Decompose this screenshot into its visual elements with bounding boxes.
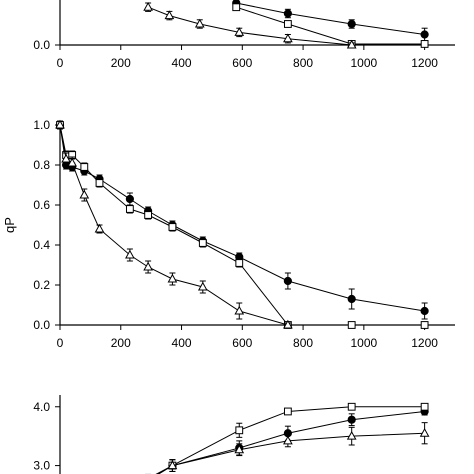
y-axis-label: qP (2, 217, 17, 233)
data-point-square (95, 179, 104, 187)
data-point-square (347, 321, 356, 329)
x-tick-label: 200 (111, 336, 131, 350)
x-tick-label: 400 (172, 336, 192, 350)
y-tick-label: 0.6 (33, 198, 50, 212)
data-point-square (420, 402, 429, 411)
y-tick-label: 0.4 (33, 238, 50, 252)
data-point-circle (283, 276, 292, 286)
data-point-triangle (94, 223, 105, 233)
data-point-square (232, 3, 241, 12)
data-point-square (420, 40, 429, 48)
data-point-triangle (125, 249, 135, 259)
data-point-triangle (283, 33, 293, 43)
data-point-square (144, 211, 153, 219)
data-point-circle (420, 306, 429, 316)
x-tick-label: 200 (111, 56, 131, 70)
data-point-square (420, 321, 429, 329)
y-tick-label: 0.0 (33, 38, 50, 52)
y-tick-label: 1.0 (33, 118, 50, 132)
data-point-square (283, 407, 292, 416)
data-point-triangle (79, 189, 90, 199)
x-tick-label: 600 (232, 336, 252, 350)
x-tick-label: 800 (293, 336, 313, 350)
data-point-circle (125, 194, 134, 204)
data-point-circle (347, 415, 356, 424)
data-point-triangle (143, 1, 153, 11)
data-point-triangle (234, 444, 245, 454)
series-circle-filled-line (59, 124, 425, 312)
data-point-triangle (346, 39, 357, 49)
series-triangle-open-line (147, 6, 352, 46)
x-tick-label: 0 (57, 336, 64, 350)
y-tick-label: 4.0 (33, 400, 50, 414)
y-tick-label: 0.8 (33, 158, 50, 172)
y-tick-label: 0.0 (33, 318, 50, 332)
data-point-triangle (234, 305, 245, 315)
data-point-triangle (234, 27, 245, 36)
data-point-square (125, 205, 134, 213)
data-point-square (347, 402, 356, 411)
data-point-circle (420, 30, 429, 39)
x-tick-label: 1200 (411, 56, 438, 70)
x-tick-label: 1000 (350, 56, 377, 70)
data-point-square (235, 426, 244, 435)
x-tick-label: 400 (172, 56, 192, 70)
x-tick-label: 1200 (411, 336, 438, 350)
data-point-square (80, 163, 89, 171)
data-point-triangle (67, 157, 78, 167)
x-tick-label: 0 (57, 56, 64, 70)
data-point-square (198, 239, 207, 247)
data-point-circle (347, 294, 356, 304)
data-point-circle (283, 9, 292, 18)
data-point-triangle (419, 428, 430, 437)
series-square-open-line (236, 6, 425, 45)
data-point-square (168, 223, 177, 231)
data-point-triangle (194, 18, 205, 28)
data-point-triangle (283, 435, 293, 445)
data-point-triangle (283, 319, 293, 329)
data-point-circle (347, 19, 356, 29)
x-tick-label: 800 (293, 56, 313, 70)
data-point-triangle (164, 10, 175, 20)
data-point-triangle (61, 153, 71, 163)
series-square-open-line (59, 124, 425, 326)
data-point-triangle (55, 119, 65, 129)
data-point-square (283, 20, 292, 28)
series-circle-filled-line (236, 2, 425, 35)
data-point-square (235, 259, 244, 267)
data-point-triangle (143, 261, 153, 271)
data-point-triangle (167, 273, 178, 283)
y-tick-label: 3.0 (33, 459, 50, 473)
data-point-triangle (167, 460, 178, 470)
data-point-triangle (197, 281, 208, 291)
data-point-triangle (346, 430, 357, 440)
x-tick-label: 600 (232, 56, 252, 70)
y-tick-label: 0.2 (33, 278, 50, 292)
x-tick-label: 1000 (350, 336, 377, 350)
